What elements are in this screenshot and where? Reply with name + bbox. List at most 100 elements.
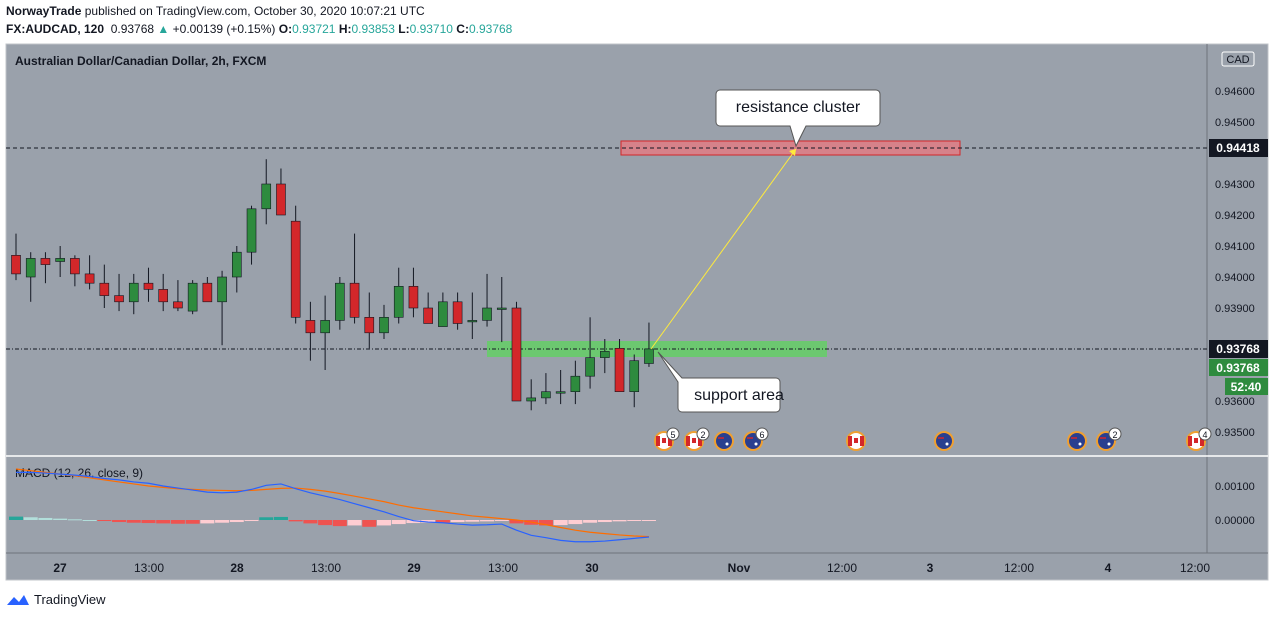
macd-histogram-bar <box>38 517 53 520</box>
macd-histogram-bar <box>112 520 127 523</box>
macd-histogram-bar <box>141 520 156 524</box>
macd-histogram-bar <box>200 520 215 524</box>
event-count-badge: 2 <box>1112 430 1117 440</box>
candle-body <box>320 320 330 334</box>
price-tick-label: 0.93500 <box>1215 427 1255 439</box>
candle-body <box>158 289 168 303</box>
event-count-badge: 2 <box>700 430 705 440</box>
candle-body <box>290 220 301 318</box>
candle <box>261 159 272 225</box>
candle-body <box>526 397 537 402</box>
candle <box>232 246 242 293</box>
price-tick-label: 0.94600 <box>1215 86 1255 98</box>
candle <box>290 205 301 324</box>
macd-histogram-bar <box>627 520 642 521</box>
macd-histogram-bar <box>406 520 421 524</box>
symbol-label[interactable]: FX:AUDCAD, 120 <box>6 22 105 36</box>
candle-body <box>276 183 286 216</box>
candle <box>452 292 463 330</box>
candle-body <box>70 258 80 275</box>
candle-body <box>614 347 625 392</box>
resistance-callout[interactable]: resistance cluster <box>715 89 881 148</box>
author-name[interactable]: NorwayTrade <box>6 4 82 18</box>
macd-histogram-bar <box>494 520 509 522</box>
candle-body <box>379 316 389 334</box>
australia-flag-icon[interactable] <box>714 431 734 451</box>
canada-flag-icon[interactable] <box>846 431 866 451</box>
candle <box>423 292 433 324</box>
candle <box>496 277 507 343</box>
australia-flag-icon[interactable]: 2 <box>1096 427 1122 451</box>
current-price-label: 0.93768 <box>1209 340 1268 358</box>
current-price-text: 0.93768 <box>1216 342 1260 356</box>
countdown-text: 52:40 <box>1231 380 1262 394</box>
candle <box>541 373 551 405</box>
macd-histogram-bar <box>288 520 303 522</box>
candle <box>173 280 183 312</box>
close-value: 0.93768 <box>468 22 513 36</box>
time-tick-label: 3 <box>927 561 934 575</box>
time-tick-label: 13:00 <box>134 561 164 575</box>
macd-histogram-bar <box>82 520 97 521</box>
footer-brand[interactable]: TradingView <box>6 592 106 607</box>
projection-arrow[interactable] <box>650 148 797 350</box>
event-markers[interactable]: 5 2 6 2 4 <box>654 427 1212 451</box>
support-callout[interactable]: support area <box>657 351 784 413</box>
macd-histogram-bar <box>421 520 436 523</box>
time-tick-label: 29 <box>407 561 421 575</box>
time-tick-label: 13:00 <box>488 561 518 575</box>
event-count-badge: 6 <box>759 430 764 440</box>
candle-body <box>467 320 478 323</box>
candle-body <box>217 276 227 303</box>
australia-flag-icon[interactable] <box>934 431 954 451</box>
macd-histogram-bar <box>170 520 185 524</box>
candle-body <box>585 357 595 377</box>
candle <box>114 273 124 312</box>
candle-body <box>452 301 463 324</box>
canada-flag-icon[interactable]: 2 <box>684 427 710 451</box>
candle <box>585 317 595 389</box>
resistance-price-text: 0.94418 <box>1216 141 1260 155</box>
candle-body <box>511 307 522 402</box>
candle <box>467 292 478 339</box>
macd-histogram-bar <box>185 520 200 524</box>
macd-histogram-bar <box>377 520 391 526</box>
macd-histogram-bar <box>538 520 553 526</box>
event-count-badge: 5 <box>670 430 675 440</box>
candle <box>393 267 404 324</box>
candle-body <box>555 391 566 394</box>
macd-pane: 0.00100 0.00000 <box>9 468 1255 543</box>
macd-histogram-bar <box>9 516 23 520</box>
candle <box>511 301 522 402</box>
candle-body <box>629 360 640 393</box>
candle <box>99 264 110 308</box>
candle <box>11 233 21 281</box>
candle <box>644 322 654 367</box>
macd-line <box>16 471 650 543</box>
candle <box>614 339 625 392</box>
candle-body <box>261 183 272 210</box>
candle-body <box>143 282 154 290</box>
australia-flag-icon[interactable]: 6 <box>743 427 769 451</box>
candle-body <box>423 307 433 324</box>
australia-flag-icon[interactable] <box>1067 431 1087 451</box>
candle <box>158 273 168 312</box>
price-tick-label: 0.94000 <box>1215 272 1255 284</box>
macd-title: MACD (12, 26, close, 9) <box>15 466 143 480</box>
candle-body <box>99 282 110 296</box>
candle-body <box>570 375 581 393</box>
canada-flag-icon[interactable]: 5 <box>654 427 680 451</box>
time-tick-label: Nov <box>728 561 751 575</box>
time-tick-label: 12:00 <box>1004 561 1034 575</box>
candle <box>217 270 227 346</box>
footer-brand-text: TradingView <box>34 592 106 607</box>
currency-badge[interactable]: CAD <box>1221 51 1255 67</box>
price-tick-label: 0.94500 <box>1215 117 1255 129</box>
candle-body <box>173 301 183 309</box>
macd-histogram-bar <box>215 520 230 523</box>
time-tick-label: 12:00 <box>1180 561 1210 575</box>
candle <box>438 292 448 327</box>
canada-flag-icon[interactable]: 4 <box>1186 427 1212 451</box>
candle <box>629 354 640 408</box>
